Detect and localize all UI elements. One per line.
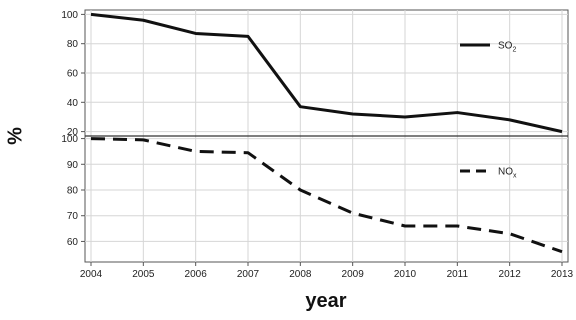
x-tick-label: 2006 bbox=[185, 269, 208, 280]
x-tick-label: 2008 bbox=[289, 269, 312, 280]
x-tick-label: 2004 bbox=[80, 269, 103, 280]
x-axis-title: year bbox=[305, 290, 346, 312]
legend-label: SO2 bbox=[498, 41, 516, 54]
y-tick-label: 60 bbox=[67, 237, 79, 248]
x-tick-label: 2010 bbox=[394, 269, 417, 280]
y-axis-title: % bbox=[4, 127, 26, 145]
ticks-layer: 2004 2005 2006 2007 2008 2009 2010 2011 2012 2013… bbox=[61, 10, 573, 280]
y-tick-label: 80 bbox=[67, 186, 79, 197]
nox-series-line bbox=[90, 137, 563, 254]
y-tick-label: 80 bbox=[67, 39, 79, 50]
so2-series-line bbox=[90, 12, 563, 134]
y-tick-label: 90 bbox=[67, 160, 79, 171]
x-tick-label: 2011 bbox=[447, 269, 469, 280]
y-tick-label: 40 bbox=[67, 98, 79, 109]
x-tick-label: 2013 bbox=[551, 269, 574, 280]
legend-label: NOx bbox=[498, 167, 517, 180]
x-tick-label: 2007 bbox=[237, 269, 260, 280]
series-lines bbox=[90, 12, 563, 254]
y-tick-label: 20 bbox=[67, 127, 79, 138]
legend-layer: SO2 NOx bbox=[460, 41, 517, 180]
y-tick-label: 100 bbox=[61, 10, 78, 21]
y-tick-label: 70 bbox=[67, 211, 79, 222]
grid-layer bbox=[85, 10, 568, 262]
x-tick-label: 2012 bbox=[499, 269, 522, 280]
y-tick-label: 100 bbox=[61, 134, 78, 145]
x-tick-label: 2009 bbox=[342, 269, 365, 280]
x-tick-label: 2005 bbox=[132, 269, 155, 280]
y-tick-label: 60 bbox=[67, 69, 79, 80]
